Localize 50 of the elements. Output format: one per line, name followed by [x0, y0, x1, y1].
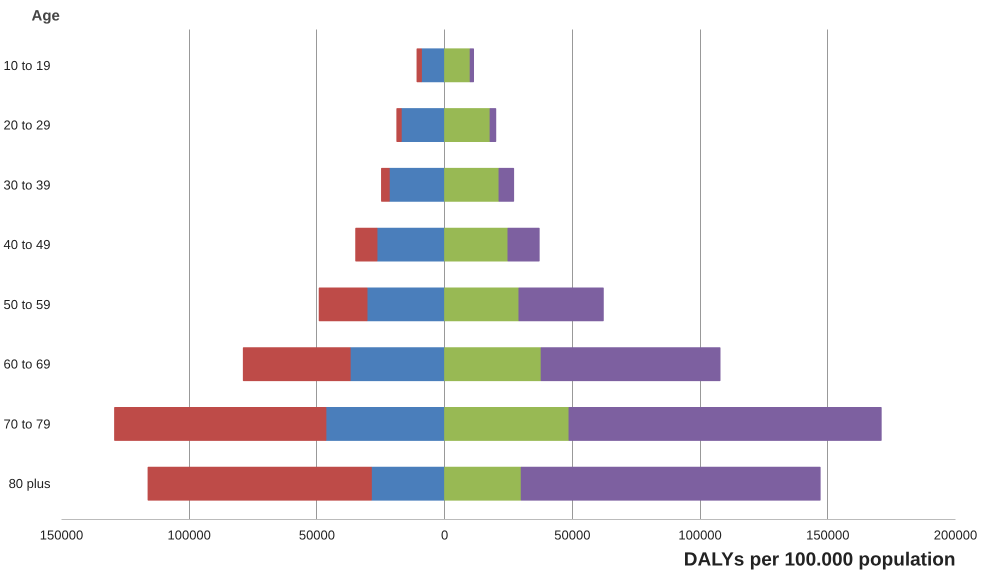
bar — [444, 466, 522, 501]
bar — [507, 228, 540, 262]
bar — [444, 168, 500, 202]
y-tick-label: 40 to 49 — [4, 237, 51, 252]
bar — [400, 108, 446, 142]
bar — [444, 406, 570, 441]
bar — [470, 48, 474, 82]
bar — [420, 48, 446, 82]
bar — [490, 108, 496, 142]
bar — [242, 347, 351, 382]
bar — [350, 347, 446, 382]
bar — [396, 108, 402, 142]
bar — [540, 347, 720, 382]
bar — [366, 287, 446, 322]
bar — [355, 228, 378, 262]
bar — [444, 108, 491, 142]
y-tick-label: 80 plus — [8, 476, 51, 492]
bar — [518, 287, 604, 322]
y-tick-label: 10 to 19 — [4, 58, 51, 73]
bar — [416, 48, 422, 82]
x-axis-title: DALYs per 100.000 population — [684, 550, 956, 570]
bar — [444, 287, 520, 322]
bar — [318, 287, 368, 322]
y-tick-label: 60 to 69 — [4, 356, 51, 372]
x-tick-label: 0 — [441, 528, 448, 542]
x-tick-label: 100000 — [168, 528, 211, 542]
x-tick-label: 150000 — [40, 528, 84, 542]
y-tick-label: 70 to 79 — [4, 416, 51, 432]
bar — [325, 406, 446, 441]
x-tick-label: 50000 — [554, 528, 590, 542]
bar — [376, 228, 446, 262]
x-tick-label: 100000 — [678, 528, 722, 542]
bar — [444, 228, 508, 262]
y-tick-label: 20 to 29 — [4, 118, 51, 133]
y-tick-label: 50 to 59 — [4, 296, 51, 312]
bar — [498, 168, 514, 202]
bar — [148, 466, 372, 501]
bar — [114, 406, 326, 441]
bar — [370, 466, 446, 501]
bar — [381, 168, 390, 202]
x-tick-label: 150000 — [806, 528, 850, 542]
y-axis-title: Age — [32, 8, 60, 24]
x-tick-label: 200000 — [934, 528, 978, 542]
bar — [444, 347, 542, 382]
x-tick-label: 50000 — [298, 528, 336, 542]
bar — [388, 168, 446, 202]
bar — [444, 48, 471, 82]
y-tick-label: 30 to 39 — [4, 177, 51, 192]
bar — [520, 466, 821, 501]
bar — [568, 406, 882, 441]
